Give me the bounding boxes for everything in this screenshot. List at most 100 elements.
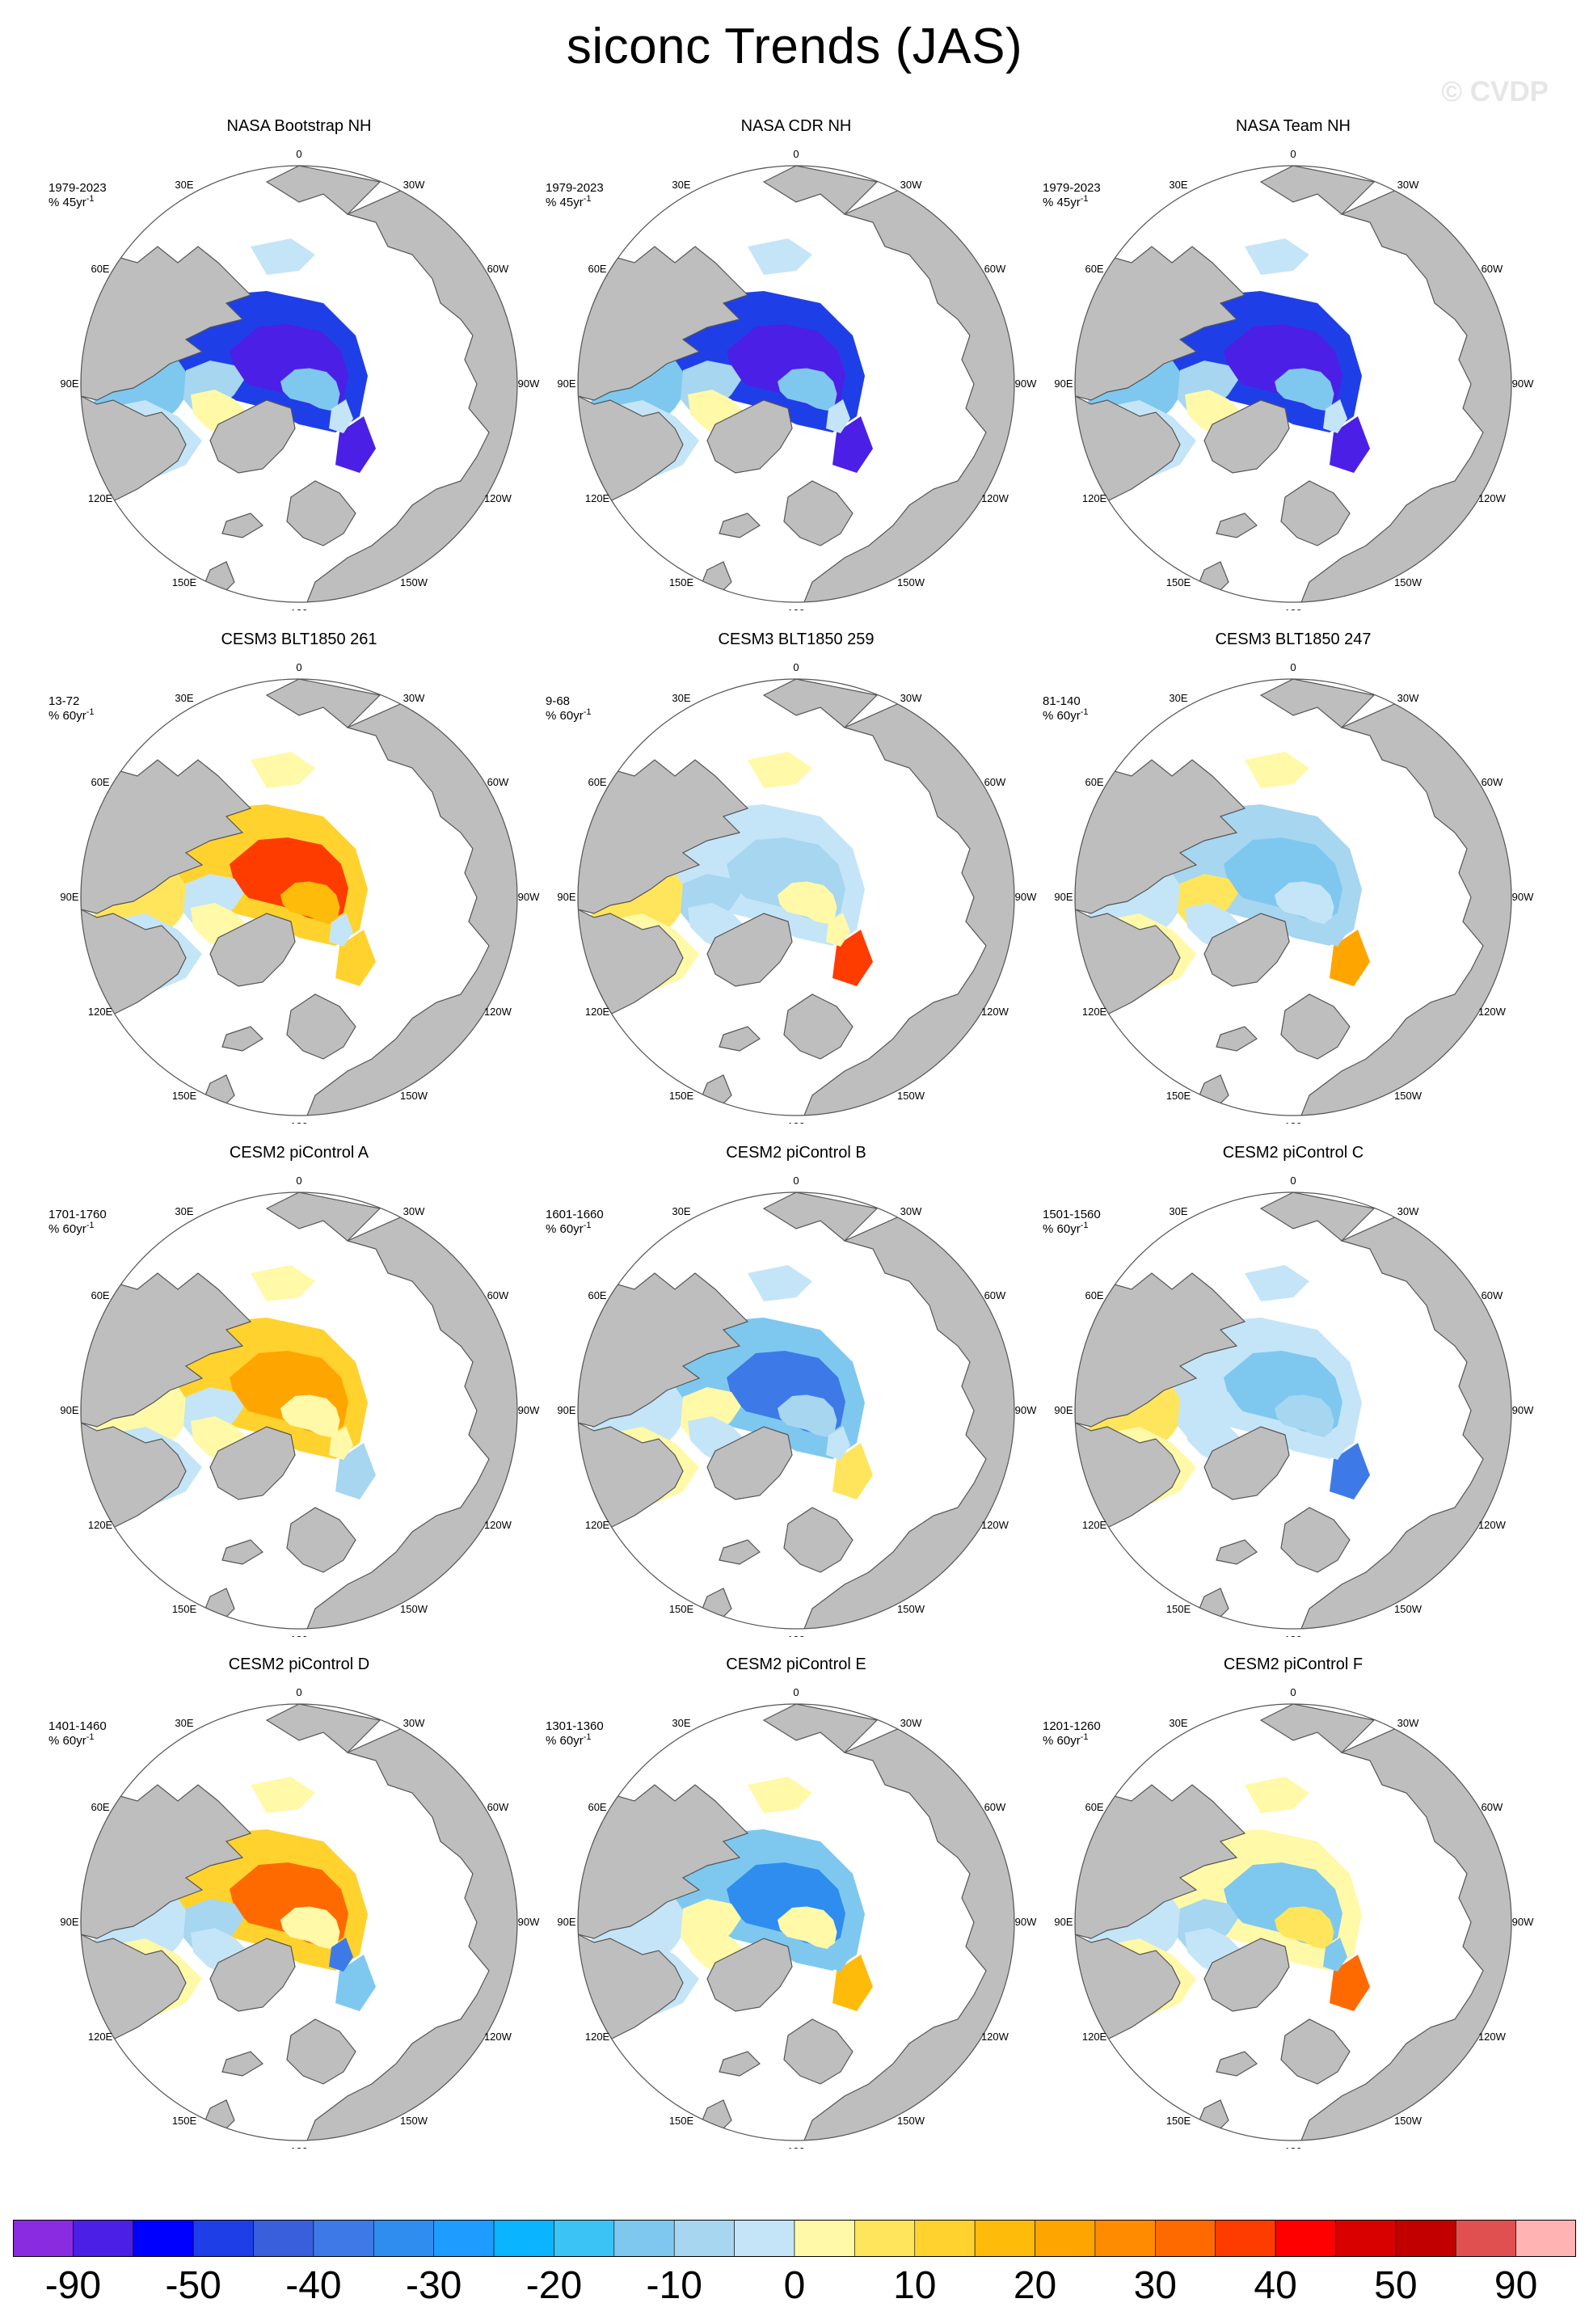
colorbar-swatch [734,2220,795,2257]
land [221,512,263,538]
longitude-label: 90W [1512,1404,1534,1416]
polar-map: 180 150E 120E 90E 60E 30E 0 30W 60W 90W 120W 150W 19… [546,148,1037,610]
longitude-label: 150W [897,1603,925,1615]
land [706,1938,793,2012]
longitude-label: 150E [172,576,197,588]
longitude-label: 30W [900,1205,922,1217]
longitude-label: 90E [1054,377,1073,390]
map-boundary [577,165,1015,603]
sea-ice-trend-central-inner [778,1394,837,1437]
colorbar-tick-label: -90 [44,2264,102,2307]
land [265,166,381,215]
colorbar-swatch [794,2220,855,2257]
land [783,1507,854,1573]
land [1075,1784,1246,1939]
colorbar-swatch [613,2220,675,2257]
sea-ice-trend-barents [832,416,873,473]
longitude-label: 0 [793,148,799,160]
colorbar-swatch [673,2220,735,2257]
land [762,166,879,215]
land [803,1719,1014,2141]
longitude-label: 90E [557,891,575,903]
longitude-label: 120W [1478,492,1507,504]
longitude-label: 180 [787,1120,805,1124]
longitude-label: 60W [487,263,509,275]
longitude-label: 30W [900,179,922,191]
map-panel: CESM2 piControl E 180 150E 120E 90E 60E 30E 0 30… [546,1655,1047,2149]
land [1300,1719,1511,2141]
longitude-label: 60E [1085,1801,1103,1813]
land [1203,913,1290,987]
colorbar-labels: -90 -50 -40 -30 -20 -10 0 10 20 30 40 50 90 [0,2263,1589,2312]
polar-map: 180 150E 120E 90E 60E 30E 0 30W 60W 90W 120W 150W 12… [1043,1686,1534,2149]
longitude-label: 30W [403,179,425,191]
land [578,1784,749,1939]
panel-title: CESM2 piControl F [1223,1655,1364,1673]
longitude-label: 150E [669,1090,694,1102]
land [286,1507,356,1573]
colorbar-swatch [1395,2220,1456,2257]
longitude-label: 60E [91,1289,109,1301]
colorbar-tick-label: -40 [285,2264,342,2307]
land [762,1704,879,1753]
land [719,1539,761,1565]
longitude-label: 30E [1169,179,1187,191]
longitude-label: 30W [1397,692,1419,704]
panel-title: NASA Team NH [1236,117,1351,135]
land [1280,2018,1351,2085]
colorbar-swatch [1094,2220,1156,2257]
longitude-label: 60E [588,776,606,788]
longitude-label: 60E [588,1289,606,1301]
land [803,1208,1014,1629]
land [306,1208,517,1629]
longitude-label: 0 [793,1686,799,1698]
cvdp-watermark: © CVDP [1441,76,1549,108]
polar-map: 180 150E 120E 90E 60E 30E 0 30W 60W 90W 120W 150W 19… [1043,148,1534,610]
colorbar-swatch [1275,2220,1336,2257]
sea-ice-trend-barents-core [1323,1426,1347,1460]
colorbar-swatch [1455,2220,1516,2257]
polar-map: 180 150E 120E 90E 60E 30E 0 30W 60W 90W 120W 150W 13… [48,661,540,1124]
longitude-label: 90W [1015,377,1037,390]
colorbar-swatch [253,2220,314,2257]
sea-ice-trend-central-inner [778,368,837,411]
map-boundary [1074,165,1512,603]
longitude-label: 30W [403,692,425,704]
land [306,1719,517,2141]
trend-period: 1601-1660 [546,1208,604,1221]
land [81,759,252,914]
longitude-label: 120E [585,1519,610,1531]
longitude-label: 0 [793,1175,799,1187]
colorbar-tick-label: 40 [1254,2264,1297,2307]
longitude-label: 120W [484,492,512,504]
trend-units: % 60yr-1 [546,1732,591,1748]
longitude-label: 30W [1397,179,1419,191]
colorbar-tick-label: 10 [893,2264,937,2307]
longitude-label: 150W [400,1090,428,1102]
longitude-label: 90W [1015,891,1037,903]
sea-ice-trend-barents-core [329,913,353,947]
map-boundary [80,1192,518,1630]
sea-ice-trend-barents [832,930,873,986]
sea-ice-trend-barents-core [826,1426,850,1460]
sea-ice-trend-barents [335,1955,376,2011]
map-boundary [577,1192,1015,1630]
longitude-label: 150E [1166,1090,1191,1102]
land [803,694,1014,1116]
longitude-label: 150W [897,2115,925,2127]
sea-ice-trend-bering [1245,238,1309,275]
polar-map: 180 150E 120E 90E 60E 30E 0 30W 60W 90W 120W 150W 13… [546,1686,1037,2149]
longitude-label: 60E [1085,1289,1103,1301]
map-panel: CESM3 BLT1850 259 180 150E 120E 90E 60E 30E 0 30… [546,631,1047,1124]
colorbar-swatch [493,2220,554,2257]
panel-title: NASA CDR NH [740,117,852,135]
longitude-label: 30E [1169,692,1187,704]
longitude-label: 150W [1394,2115,1423,2127]
longitude-label: 30E [175,1717,193,1729]
longitude-label: 0 [296,1175,301,1187]
trend-units: % 60yr-1 [1043,1732,1088,1748]
map-panel: CESM2 piControl B 180 150E 120E 90E 60E 30E 0 30… [546,1144,1047,1637]
land [719,1026,761,1052]
map-panel: CESM3 BLT1850 261 180 150E 120E 90E 60E 30E 0 30… [48,631,550,1124]
trend-units: % 60yr-1 [546,707,591,723]
